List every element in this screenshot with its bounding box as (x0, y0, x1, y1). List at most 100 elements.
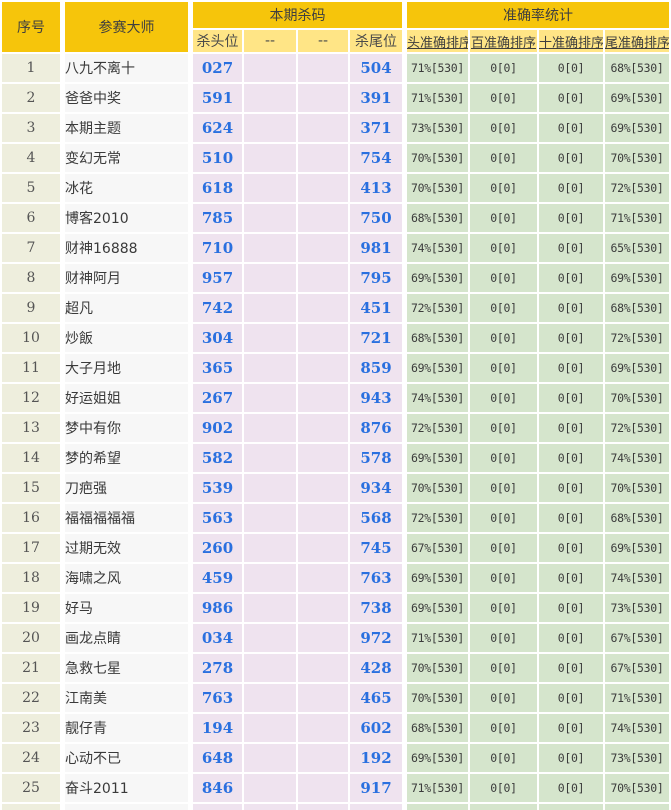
table-row: 14 梦的希望 582 578 69%[530] 0[0] 0[0] 74%[5… (2, 444, 669, 472)
table-row: 17 过期无效 260 745 67%[530] 0[0] 0[0] 69%[5… (2, 534, 669, 562)
kill-mid1-value (244, 774, 296, 802)
kill-head-value: 034 (190, 624, 242, 652)
sort-ten-accuracy-link[interactable]: 十准确排序 (539, 35, 603, 51)
kill-head-value: 710 (190, 234, 242, 262)
row-index: 16 (2, 504, 60, 532)
kill-tail-value: 428 (350, 654, 402, 682)
kill-mid1-value (244, 504, 296, 532)
accuracy-head-value: 72%[530] (404, 294, 468, 322)
kill-mid2-value (298, 684, 348, 712)
accuracy-ten-value: 0[0] (539, 624, 603, 652)
sort-hundred-accuracy-link[interactable]: 百准确排序 (470, 35, 536, 51)
accuracy-ten-value: 0[0] (539, 114, 603, 142)
row-index: 2 (2, 84, 60, 112)
master-name: 急救七星 (62, 654, 188, 682)
accuracy-tail-value: 74%[530] (605, 444, 669, 472)
accuracy-tail-value: 71%[530] (605, 204, 669, 232)
accuracy-tail-value: 69%[530] (605, 354, 669, 382)
row-index: 20 (2, 624, 60, 652)
kill-tail-value: 504 (350, 54, 402, 82)
kill-mid1-value (244, 804, 296, 810)
table-row: 4 变幻无常 510 754 70%[530] 0[0] 0[0] 70%[53… (2, 144, 669, 172)
kill-tail-value: 859 (350, 354, 402, 382)
accuracy-tail-value: 69%[530] (605, 264, 669, 292)
kill-mid1-value (244, 294, 296, 322)
accuracy-head-value: 71%[530] (404, 54, 468, 82)
master-name: 靓仔青 (62, 714, 188, 742)
sort-head-accuracy-link[interactable]: 头准确排序 (407, 35, 468, 51)
accuracy-ten-value: 0[0] (539, 204, 603, 232)
kill-head-value: 846 (190, 774, 242, 802)
kill-mid2-value (298, 774, 348, 802)
table-row: 22 江南美 763 465 70%[530] 0[0] 0[0] 71%[53… (2, 684, 669, 712)
kill-mid1-value (244, 264, 296, 292)
row-index: 14 (2, 444, 60, 472)
accuracy-tail-value: 70%[530] (605, 774, 669, 802)
row-index: 24 (2, 744, 60, 772)
accuracy-hundred-value: 0[0] (470, 744, 537, 772)
table-row: 24 心动不已 648 192 69%[530] 0[0] 0[0] 73%[5… (2, 744, 669, 772)
accuracy-head-value: 70%[530] (404, 654, 468, 682)
accuracy-tail-value: 68%[530] (605, 504, 669, 532)
accuracy-hundred-value: 0[0] (470, 84, 537, 112)
table-row: 23 靓仔青 194 602 68%[530] 0[0] 0[0] 74%[53… (2, 714, 669, 742)
accuracy-ten-value: 0[0] (539, 654, 603, 682)
master-name: 梦中有你 (62, 414, 188, 442)
accuracy-hundred-value: 0[0] (470, 234, 537, 262)
accuracy-hundred-value: 0[0] (470, 774, 537, 802)
accuracy-hundred-value: 0[0] (470, 564, 537, 592)
kill-tail-value: 943 (350, 384, 402, 412)
accuracy-hundred-value: 0[0] (470, 534, 537, 562)
table-row: 19 好马 986 738 69%[530] 0[0] 0[0] 73%[530… (2, 594, 669, 622)
subheader-kill-dash1: -- (244, 30, 296, 52)
master-name: 过期无效 (62, 534, 188, 562)
kill-mid2-value (298, 444, 348, 472)
master-name: 梦的希望 (62, 444, 188, 472)
kill-mid2-value (298, 474, 348, 502)
kill-mid2-value (298, 744, 348, 772)
master-name: 刀疤强 (62, 474, 188, 502)
master-name: 大子月地 (62, 354, 188, 382)
kill-mid2-value (298, 264, 348, 292)
kill-mid2-value (298, 354, 348, 382)
kill-mid2-value (298, 564, 348, 592)
kill-mid1-value (244, 564, 296, 592)
accuracy-ten-value: 0[0] (539, 744, 603, 772)
accuracy-tail-value: 72%[530] (605, 414, 669, 442)
accuracy-head-value: 69%[530] (404, 744, 468, 772)
subheader-sort-hundred-accuracy: 百准确排序 (470, 30, 537, 52)
master-name: 冰花 (62, 174, 188, 202)
table-row: 3 本期主题 624 371 73%[530] 0[0] 0[0] 69%[53… (2, 114, 669, 142)
accuracy-tail-value: 70%[530] (605, 474, 669, 502)
kill-mid2-value (298, 114, 348, 142)
row-index (2, 804, 60, 810)
kill-head-value (190, 804, 242, 810)
accuracy-ten-value: 0[0] (539, 684, 603, 712)
sort-tail-accuracy-link[interactable]: 尾准确排序 (605, 35, 669, 51)
accuracy-hundred-value: 0[0] (470, 204, 537, 232)
kill-mid1-value (244, 474, 296, 502)
kill-mid2-value (298, 54, 348, 82)
kill-mid2-value (298, 714, 348, 742)
accuracy-ten-value: 0[0] (539, 384, 603, 412)
accuracy-hundred-value: 0[0] (470, 324, 537, 352)
subheader-sort-ten-accuracy: 十准确排序 (539, 30, 603, 52)
accuracy-ten-value: 0[0] (539, 144, 603, 172)
kill-tail-value: 451 (350, 294, 402, 322)
accuracy-head-value: 69%[530] (404, 594, 468, 622)
accuracy-ten-value: 0[0] (539, 564, 603, 592)
accuracy-head-value: 74%[530] (404, 384, 468, 412)
table-row: 21 急救七星 278 428 70%[530] 0[0] 0[0] 67%[5… (2, 654, 669, 682)
accuracy-head-value: 69%[530] (404, 444, 468, 472)
kill-mid1-value (244, 714, 296, 742)
accuracy-head-value: 69%[530] (404, 354, 468, 382)
accuracy-hundred-value: 0[0] (470, 54, 537, 82)
kill-tail-value: 981 (350, 234, 402, 262)
kill-mid2-value (298, 594, 348, 622)
kill-head-value: 618 (190, 174, 242, 202)
row-index: 3 (2, 114, 60, 142)
accuracy-ten-value: 0[0] (539, 474, 603, 502)
kill-tail-value: 795 (350, 264, 402, 292)
accuracy-ten-value: 0[0] (539, 414, 603, 442)
